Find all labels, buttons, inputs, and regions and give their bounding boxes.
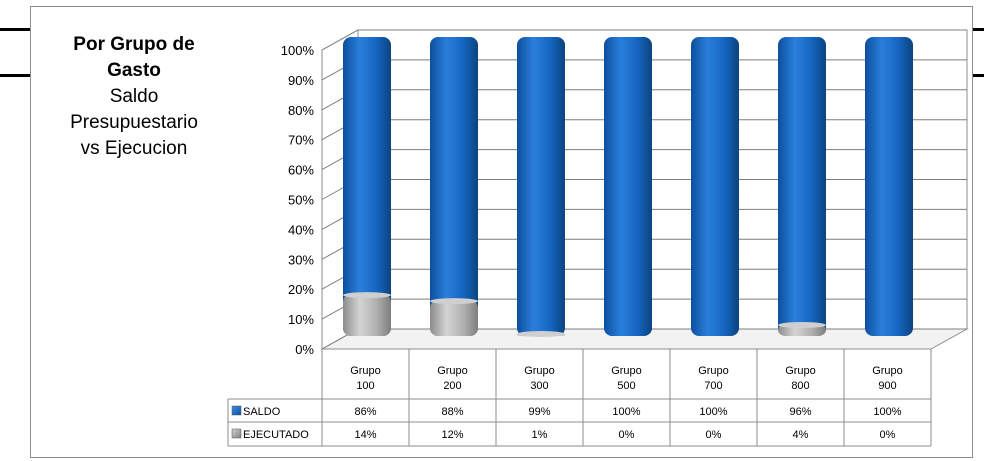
bar-group xyxy=(865,37,913,336)
bar-saldo xyxy=(778,37,826,336)
bar-ejecutado-top xyxy=(343,292,391,299)
y-tick-label: 50% xyxy=(288,193,314,208)
bar-group xyxy=(430,37,478,336)
bar-group xyxy=(691,37,739,336)
y-tick-label: 80% xyxy=(288,103,314,118)
data-label: 12% xyxy=(441,429,463,441)
bar-ejecutado-top xyxy=(517,331,565,338)
title-line-3: Saldo xyxy=(109,86,159,107)
x-category-label: Grupo xyxy=(524,365,555,377)
title-line-1: Por Grupo de xyxy=(73,34,195,55)
bar-saldo xyxy=(430,37,478,336)
x-category-label: Grupo xyxy=(437,365,468,377)
title-line-4: Presupuestario xyxy=(70,112,198,133)
x-category-label: Grupo xyxy=(698,365,729,377)
y-tick-label: 60% xyxy=(288,163,314,178)
legend-label: EJECUTADO xyxy=(243,429,309,441)
x-category-label: 300 xyxy=(530,380,548,392)
data-label: 0% xyxy=(619,429,635,441)
bar-saldo xyxy=(517,37,565,336)
data-label: 100% xyxy=(699,406,727,418)
data-label: 100% xyxy=(873,406,901,418)
y-tick-label: 0% xyxy=(295,342,314,357)
bar-saldo xyxy=(865,37,913,336)
data-label: 86% xyxy=(354,406,376,418)
bar-ejecutado xyxy=(430,300,478,336)
y-tick-label: 40% xyxy=(288,222,314,237)
y-tick-label: 70% xyxy=(288,133,314,148)
legend-key xyxy=(231,405,242,416)
bar-ejecutado xyxy=(343,294,391,336)
y-tick-label: 90% xyxy=(288,73,314,88)
legend-label: SALDO xyxy=(243,406,281,418)
bar-group xyxy=(517,37,565,338)
bars xyxy=(343,37,913,338)
y-tick-label: 20% xyxy=(288,282,314,297)
bar-saldo xyxy=(604,37,652,336)
x-category-label: 100 xyxy=(356,380,374,392)
y-tick-label: 30% xyxy=(288,252,314,267)
data-label: 1% xyxy=(532,429,548,441)
bar-saldo xyxy=(691,37,739,336)
y-tick-label: 100% xyxy=(281,43,315,58)
x-category-label: 700 xyxy=(704,380,722,392)
x-category-label: 800 xyxy=(791,380,809,392)
data-label: 0% xyxy=(706,429,722,441)
gridline xyxy=(321,29,967,51)
data-label: 4% xyxy=(793,429,809,441)
title-line-2: Gasto xyxy=(107,60,161,81)
bar-group xyxy=(343,37,391,336)
bar-saldo xyxy=(343,37,391,336)
x-category-label: Grupo xyxy=(785,365,816,377)
data-label: 96% xyxy=(789,406,811,418)
x-category-label: Grupo xyxy=(350,365,381,377)
legend-key xyxy=(231,428,242,439)
title-line-5: vs Ejecucion xyxy=(80,138,188,159)
data-label: 99% xyxy=(528,406,550,418)
bar-group xyxy=(778,37,826,336)
data-table: Grupo 100 Grupo 200 Grupo 300 Grupo 500 Grupo 700… xyxy=(227,348,932,447)
bar-ejecutado-top xyxy=(778,322,826,329)
x-category-label: 200 xyxy=(443,380,461,392)
bar-ejecutado-top xyxy=(430,298,478,305)
data-label: 100% xyxy=(612,406,640,418)
data-label: 88% xyxy=(441,406,463,418)
data-label: 0% xyxy=(880,429,896,441)
chart-title: Por Grupo de Gasto Saldo Presupuestario … xyxy=(44,32,224,162)
x-category-label: Grupo xyxy=(611,365,642,377)
x-category-label: 500 xyxy=(617,380,635,392)
bar-group xyxy=(604,37,652,336)
y-tick-label: 10% xyxy=(288,312,314,327)
x-category-label: 900 xyxy=(878,380,896,392)
y-axis-tick-labels: 0% 10% 20% 30% 40% 50% 60% 70% 80% 90% 100% xyxy=(281,43,315,357)
data-label: 14% xyxy=(354,429,376,441)
x-category-label: Grupo xyxy=(872,365,903,377)
